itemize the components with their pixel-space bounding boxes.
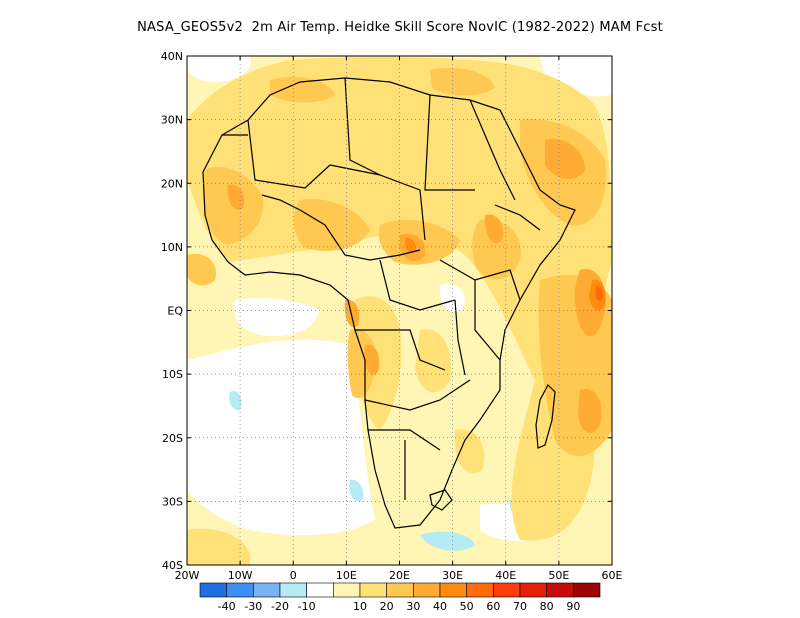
colorbar-label: 40: [433, 600, 447, 613]
colorbar-swatch: [386, 582, 414, 598]
colorbar-label: 30: [406, 600, 420, 613]
colorbar-labels: -40 -30 -20 -10 10 20 30 40 50 60 70 80 90: [218, 600, 581, 613]
colorbar-swatch: [199, 582, 227, 598]
colorbar-label: 10: [353, 600, 367, 613]
lat-label: 30N: [161, 114, 183, 127]
country-boundaries: [202, 77, 576, 529]
axis-ticks: [186, 55, 613, 566]
colorbar-swatch: [253, 582, 281, 598]
colorbar: [199, 582, 601, 598]
chart-title: NASA_GEOS5v2 2m Air Temp. Heidke Skill S…: [137, 20, 663, 35]
colorbar-label: -20: [271, 600, 289, 613]
colorbar-label: -30: [244, 600, 262, 613]
colorbar-swatch: [493, 582, 521, 598]
lat-label: 10S: [162, 368, 183, 381]
colorbar-label: -40: [218, 600, 236, 613]
colorbar-label: -10: [298, 600, 316, 613]
colorbar-swatch: [546, 582, 574, 598]
lat-label: 10N: [161, 241, 183, 254]
lon-label: 10W: [228, 569, 253, 582]
skill-70-areas: [595, 285, 604, 301]
colorbar-label: 50: [460, 600, 474, 613]
colorbar-swatch: [519, 582, 547, 598]
lon-label: 60E: [602, 569, 623, 582]
colorbar-swatch: [439, 582, 467, 598]
colorbar-label: 20: [380, 600, 394, 613]
colorbar-swatch: [573, 582, 601, 598]
colorbar-label: 90: [566, 600, 580, 613]
map-plot-area: [187, 56, 612, 565]
colorbar-label: 60: [486, 600, 500, 613]
lat-label: 20S: [162, 432, 183, 445]
lon-label: 40E: [495, 569, 516, 582]
lat-label: EQ: [167, 305, 183, 318]
lon-label: 30E: [442, 569, 463, 582]
colorbar-swatch: [359, 582, 387, 598]
lat-label: 40S: [162, 559, 183, 572]
lon-label: 0: [290, 569, 297, 582]
map-gridlines: [187, 56, 612, 565]
lon-label: 20E: [389, 569, 410, 582]
latitude-labels: 40N 30N 20N 10N EQ 10S 20S 30S 40S: [161, 50, 184, 572]
colorbar-swatch: [466, 582, 494, 598]
colorbar-label: 80: [540, 600, 554, 613]
lon-label: 20W: [175, 569, 200, 582]
longitude-labels: 20W 10W 0 10E 20E 30E 40E 50E 60E: [175, 569, 623, 582]
lat-label: 20N: [161, 177, 183, 190]
colorbar-swatch: [226, 582, 254, 598]
colorbar-label: 70: [513, 600, 527, 613]
colorbar-swatch: [279, 582, 307, 598]
lat-label: 40N: [161, 50, 183, 63]
lon-label: 50E: [548, 569, 569, 582]
colorbar-swatch: [306, 582, 334, 598]
lon-label: 10E: [336, 569, 357, 582]
lat-label: 30S: [162, 495, 183, 508]
colorbar-swatch: [413, 582, 441, 598]
colorbar-swatch: [333, 582, 361, 598]
